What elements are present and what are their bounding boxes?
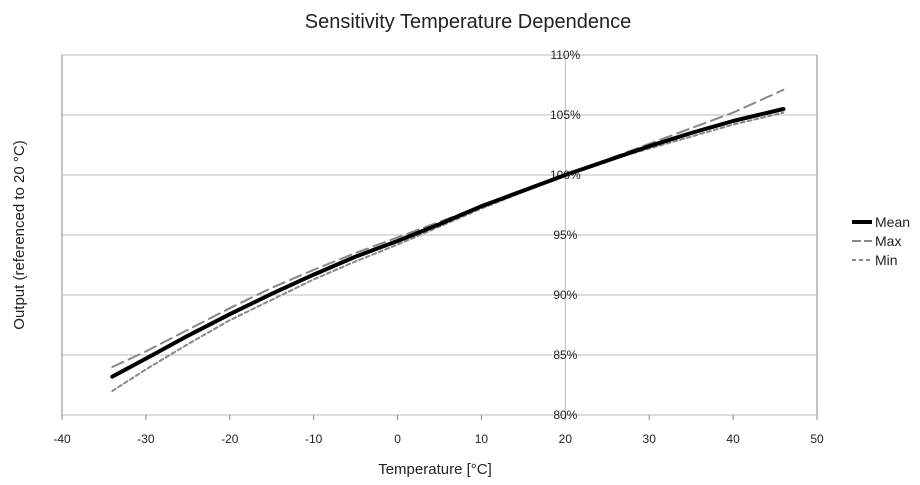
y-tick-label: 85% [553, 348, 577, 362]
chart-title: Sensitivity Temperature Dependence [305, 11, 631, 33]
x-tick-label: 0 [394, 432, 401, 446]
y-tick-label: 95% [553, 228, 577, 242]
y-tick-label: 80% [553, 408, 577, 422]
x-tick-label: 50 [810, 432, 824, 446]
x-tick-label: -40 [53, 432, 71, 446]
y-axis-label: Output (referenced to 20 °C) [11, 140, 28, 329]
y-tick-label: 105% [550, 108, 581, 122]
x-tick-label: -20 [221, 432, 239, 446]
legend-label-min: Min [875, 252, 898, 268]
legend-label-mean: Mean [875, 214, 910, 230]
gridlines [61, 54, 818, 420]
series-line-mean [110, 107, 786, 379]
series-line-max [111, 88, 785, 368]
x-tick-label: 40 [726, 432, 740, 446]
x-tick-label: 10 [475, 432, 489, 446]
series-lines [110, 88, 786, 392]
x-tick-label: 20 [559, 432, 573, 446]
x-tick-label: -30 [137, 432, 155, 446]
x-tick-label: 30 [643, 432, 657, 446]
legend-label-max: Max [875, 233, 901, 249]
x-axis-label: Temperature [°C] [378, 461, 492, 478]
series-line-min [111, 111, 785, 392]
x-tick-label: -10 [305, 432, 323, 446]
y-tick-label: 110% [550, 48, 580, 62]
y-tick-label: 90% [553, 288, 577, 302]
legend: Mean Max Min [852, 214, 910, 268]
